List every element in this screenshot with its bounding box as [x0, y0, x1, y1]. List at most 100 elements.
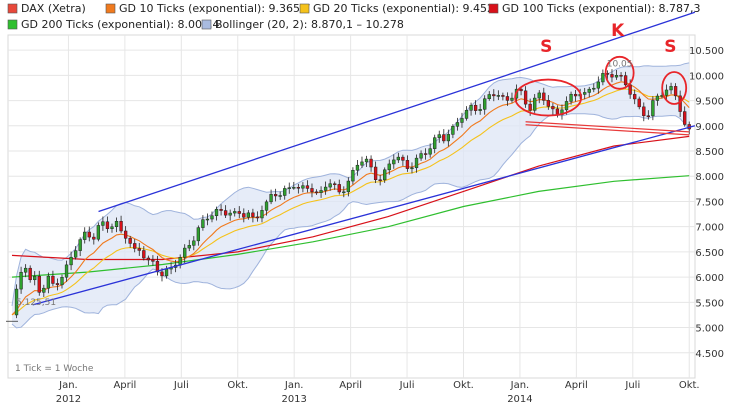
left-shoulder-circle [514, 78, 583, 117]
candle-body [228, 212, 232, 216]
candle-body [23, 267, 28, 273]
candle-body [373, 166, 378, 180]
candle-body [142, 250, 146, 259]
y-tick-label: 4.500 [695, 349, 724, 360]
candle-body [555, 108, 560, 115]
candle-body [378, 179, 382, 181]
y-tick-label: 6.000 [695, 273, 724, 284]
candle-body [201, 219, 205, 228]
candle-body [410, 167, 414, 170]
candle-body [192, 240, 196, 246]
y-axis: 10.500 10.000 9.500 9.000 8.500 8.000 7.500 7.0… [689, 46, 724, 360]
candle-body [219, 209, 223, 211]
candle-body [433, 137, 437, 149]
x-tick-label: Okt. [227, 380, 248, 391]
y-tick-label: 7.500 [695, 197, 724, 208]
candle-body [551, 106, 555, 110]
candle-body [155, 261, 160, 273]
left-shoulder-label: S [540, 37, 552, 57]
candle-body [637, 98, 641, 108]
candle-body [333, 183, 337, 185]
candle-body [78, 239, 82, 251]
candle-body [287, 187, 291, 189]
candle-body [492, 94, 496, 97]
x-tick-label: Jan. [510, 380, 530, 391]
candle-body [383, 169, 387, 181]
x-axis: Jan. 2012 April Juli Okt. Jan. 2013 April Juli Ok… [56, 380, 700, 405]
candle-body [114, 221, 119, 228]
candle-body [501, 95, 505, 97]
head-circle [604, 55, 635, 90]
candle-body [19, 271, 23, 290]
candle-body [251, 212, 255, 218]
legend: DAX (Xetra) GD 10 Ticks (exponential): 9.… [7, 2, 701, 31]
candle-body [310, 188, 314, 193]
candle-body [678, 95, 682, 112]
candle-body [601, 73, 605, 83]
trend-channel-upper [98, 11, 696, 213]
candle-body [655, 95, 660, 101]
candle-body [151, 259, 155, 262]
right-shoulder-label: S [664, 37, 676, 57]
candle-body [323, 186, 328, 191]
x-tick-label: Jan. [284, 380, 304, 391]
candle-body [46, 275, 51, 289]
legend-label: GD 10 Ticks (exponential): 9.365,7 [119, 2, 311, 15]
legend-swatch [7, 19, 18, 30]
candle-body [564, 101, 569, 111]
candle-body [369, 158, 373, 168]
candle-body [33, 275, 37, 281]
candle-body [37, 275, 41, 293]
y-tick-label: 9.500 [695, 97, 724, 108]
x-tick-label: Okt. [453, 380, 474, 391]
candle-body [137, 248, 141, 251]
legend-swatch [299, 3, 310, 14]
y-tick-label: 8.000 [695, 172, 724, 183]
y-tick-label: 10.000 [689, 71, 724, 82]
candle-body [123, 230, 128, 239]
candle-body [519, 88, 523, 92]
candle-body [442, 134, 446, 142]
candle-body [683, 111, 687, 125]
candle-body [473, 104, 478, 111]
head-value-label: 10.05 [607, 59, 633, 69]
candle-body [214, 209, 219, 217]
annotations: S K S 10.05 [6, 21, 688, 322]
candle-body [319, 190, 323, 193]
candle-body [483, 98, 487, 110]
candle-body [673, 86, 678, 97]
candle-body [60, 276, 64, 286]
candle-body [596, 81, 600, 89]
legend-label: GD 100 Ticks (exponential): 8.787,3 [502, 2, 701, 15]
candle-body [646, 115, 650, 117]
candle-body [446, 134, 450, 142]
candle-body [110, 226, 114, 229]
candle-body [392, 159, 396, 165]
x-tick-label: Juli [399, 380, 415, 391]
candle-body [283, 188, 287, 196]
legend-label: Bollinger (20, 2): 8.870,1 – 10.278 [215, 18, 404, 31]
candle-body [401, 156, 405, 161]
candle-body [537, 92, 541, 99]
candle-body [242, 213, 246, 218]
candle-body [42, 287, 46, 293]
legend-label: DAX (Xetra) [21, 2, 86, 15]
candle-body [55, 283, 60, 286]
x-tick-label: April [565, 380, 588, 391]
y-tick-label: 9.000 [695, 122, 724, 133]
candle-body [360, 161, 364, 166]
candle-body [546, 100, 550, 107]
candle-body [51, 275, 55, 284]
candle-body [210, 215, 214, 220]
candle-body [255, 216, 260, 219]
y-tick-label: 5.000 [695, 324, 724, 335]
candle-body [73, 250, 78, 258]
legend-label: GD 200 Ticks (exponential): 8.007,4 [21, 18, 220, 31]
candle-body [260, 210, 264, 219]
x-tick-label: Okt. [679, 380, 700, 391]
bollinger-lower [11, 113, 690, 329]
candle-body [523, 90, 528, 105]
candle-body [273, 194, 278, 197]
candle-body [437, 134, 441, 138]
